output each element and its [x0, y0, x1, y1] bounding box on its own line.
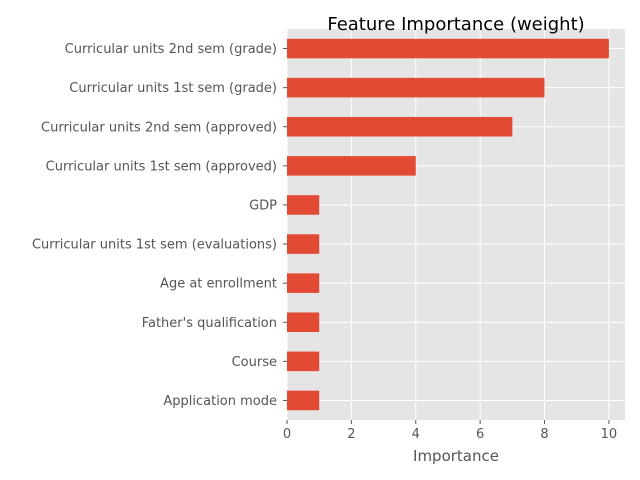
bar — [287, 351, 320, 372]
category-label: Curricular units 1st sem (evaluations) — [32, 238, 277, 253]
category-label: Application mode — [163, 394, 277, 409]
bar — [287, 273, 320, 293]
category-label: Father's qualification — [142, 316, 277, 331]
x-tick-label: 4 — [412, 427, 420, 442]
x-tick-label: 10 — [601, 427, 618, 442]
x-tick-label: 2 — [347, 427, 355, 442]
bar — [287, 77, 545, 98]
x-tick-labels: 0 2 4 6 8 10 — [283, 420, 617, 442]
bar — [287, 234, 320, 254]
x-tick-label: 8 — [540, 427, 548, 442]
category-label: Curricular units 2nd sem (approved) — [41, 120, 277, 135]
bar — [287, 390, 320, 411]
bars — [287, 38, 609, 411]
x-tick-label: 6 — [476, 427, 484, 442]
chart-title: Feature Importance (weight) — [327, 14, 584, 35]
category-label: Curricular units 2nd sem (grade) — [65, 42, 277, 57]
category-label: Age at enrollment — [160, 277, 277, 292]
bar — [287, 195, 320, 215]
category-label: Curricular units 1st sem (grade) — [69, 81, 277, 96]
x-tick-label: 0 — [283, 427, 291, 442]
bar — [287, 116, 513, 137]
bar — [287, 156, 416, 176]
category-label: Course — [232, 355, 277, 370]
bar — [287, 38, 609, 59]
category-label: Curricular units 1st sem (approved) — [46, 159, 277, 174]
x-axis-label: Importance — [413, 447, 499, 465]
y-tick-labels: Curricular units 2nd sem (grade) Curricul… — [32, 42, 287, 409]
bar — [287, 312, 320, 333]
category-label: GDP — [249, 198, 277, 213]
